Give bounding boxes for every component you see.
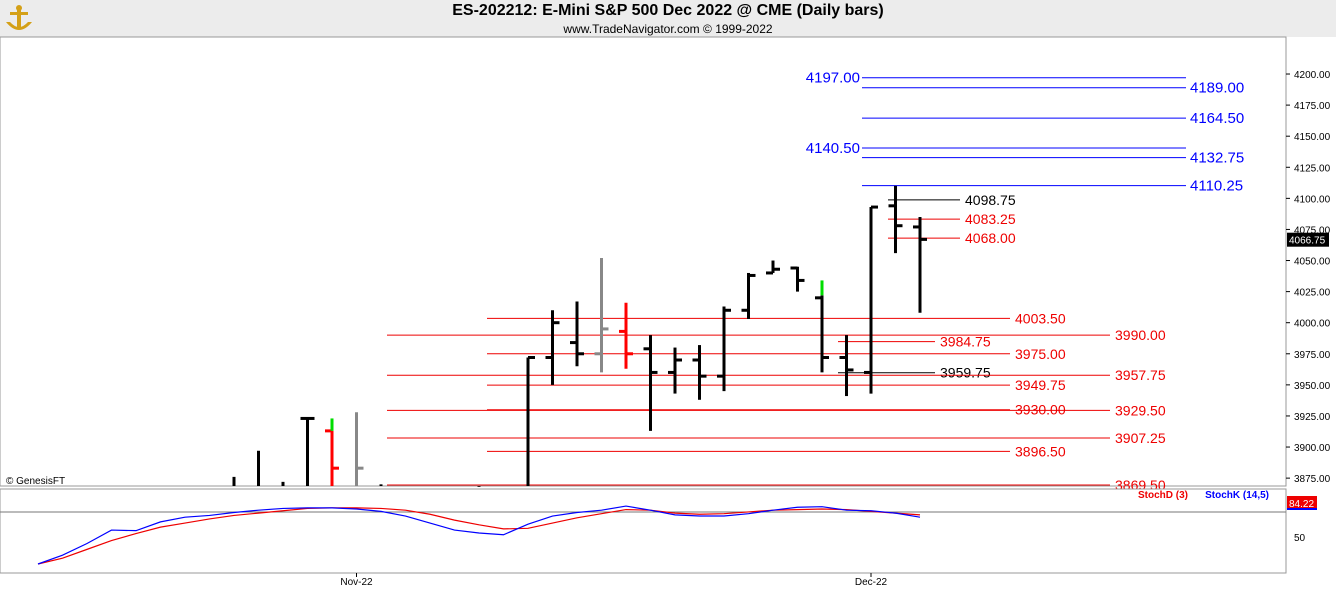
level-label: 4164.50 (1190, 110, 1244, 127)
level-label: 3990.00 (1115, 327, 1166, 343)
chart-subtitle: www.TradeNavigator.com © 1999-2022 (563, 22, 773, 36)
level-label: 4098.75 (965, 192, 1016, 208)
stoch-last-marker (1287, 496, 1317, 510)
chart-title: ES-202212: E-Mini S&P 500 Dec 2022 @ CME… (452, 2, 884, 19)
last-price-marker (1287, 232, 1329, 247)
y-tick-label: 4150.00 (1294, 132, 1331, 143)
price-plot-frame (0, 36, 1287, 487)
y-tick-label: 4050.00 (1294, 257, 1331, 268)
x-tick-label: Dec-22 (855, 577, 888, 588)
stoch-last-label: 84.22 (1289, 499, 1314, 510)
level-label: 3930.00 (1015, 402, 1066, 418)
x-tick-label: Nov-22 (340, 577, 373, 588)
level-label: 4083.25 (965, 211, 1016, 227)
level-label: 4003.50 (1015, 310, 1066, 326)
level-label: 3929.50 (1115, 402, 1166, 418)
y-tick-label: 4200.00 (1294, 70, 1331, 81)
anchor-icon (6, 5, 32, 30)
level-label: 3975.00 (1015, 346, 1066, 362)
y-tick-label: 4100.00 (1294, 194, 1331, 205)
y-tick-label: 4175.00 (1294, 101, 1331, 112)
y-tick-label: 4000.00 (1294, 319, 1331, 330)
y-tick-label: 4025.00 (1294, 288, 1331, 299)
y-tick-label: 3875.00 (1294, 474, 1331, 485)
last-price-label: 4066.75 (1289, 236, 1326, 247)
level-label: 3907.25 (1115, 430, 1166, 446)
y-tick-label: 4125.00 (1294, 163, 1331, 174)
watermark: © GenesisFT (6, 476, 65, 487)
y-tick-label: 3900.00 (1294, 443, 1331, 454)
level-label: 3984.75 (940, 334, 991, 350)
stoch-plot-frame (0, 488, 1287, 574)
level-label: 4068.00 (965, 230, 1016, 246)
y-tick-label: 4075.00 (1294, 225, 1331, 236)
price-panel: 3875.00 3900.00 3925.00 3950.00 3975.00 4000.… (0, 36, 1331, 505)
level-label: 4189.00 (1190, 80, 1244, 97)
chart-header: ES-202212: E-Mini S&P 500 Dec 2022 @ CME… (0, 0, 1336, 37)
stochastic-panel: Nov-22 Dec-22 StochD (3) StochK (14,5) 50 84.… (0, 488, 1317, 588)
y-tick-label: 3950.00 (1294, 381, 1331, 392)
legend-stochd: StochD (3) (1138, 490, 1188, 501)
level-label: 3949.75 (1015, 377, 1066, 393)
level-label: 3959.75 (940, 365, 991, 381)
legend-stochk: StochK (14,5) (1205, 490, 1269, 501)
level-label: 4132.75 (1190, 150, 1244, 167)
y-tick-label: 3925.00 (1294, 412, 1331, 423)
level-label: 4197.00 (806, 70, 860, 87)
level-label: 4110.25 (1190, 178, 1243, 195)
stoch-line (37, 505, 921, 565)
level-label: 4140.50 (806, 140, 860, 157)
y-tick-label: 3975.00 (1294, 350, 1331, 361)
level-label: 3957.75 (1115, 367, 1166, 383)
stoch-tick-label: 50 (1294, 533, 1306, 544)
level-label: 3896.50 (1015, 443, 1066, 459)
